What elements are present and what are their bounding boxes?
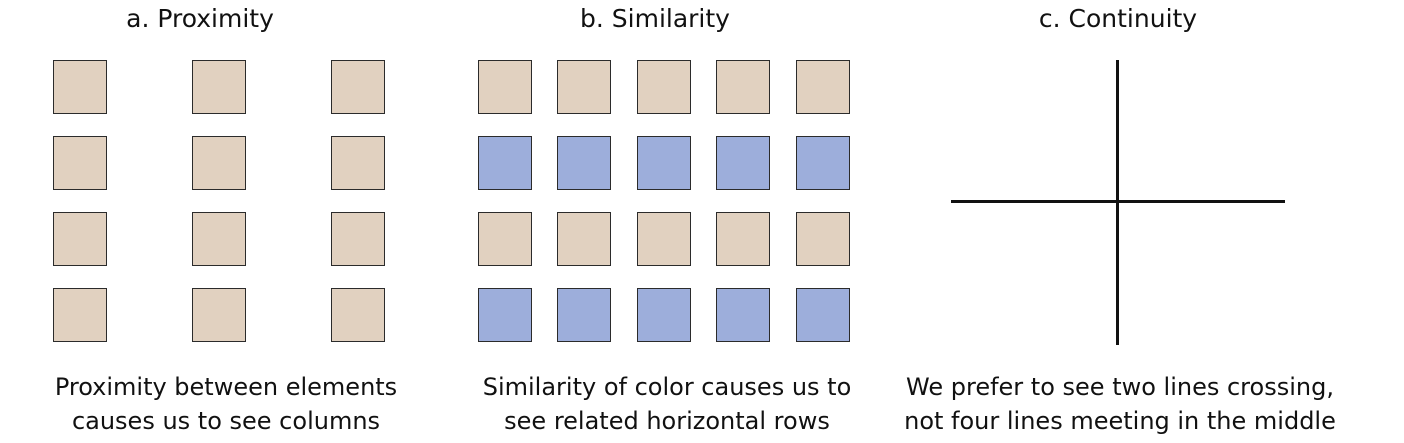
similarity-square-tan (637, 60, 691, 114)
panel-c-caption: We prefer to see two lines crossing, not… (880, 370, 1360, 438)
panel-a-caption-line-2: causes us to see columns (71, 407, 381, 435)
panel-b-caption-line-1: Similarity of color causes us to (482, 373, 852, 401)
similarity-square-tan (478, 212, 532, 266)
similarity-square-blue (796, 136, 850, 190)
panel-a-title: a. Proximity (126, 4, 274, 33)
proximity-square (53, 136, 107, 190)
proximity-square (331, 136, 385, 190)
proximity-square (331, 212, 385, 266)
proximity-square (192, 136, 246, 190)
similarity-square-blue (716, 288, 770, 342)
proximity-square (192, 60, 246, 114)
similarity-square-tan (716, 60, 770, 114)
similarity-square-tan (796, 212, 850, 266)
panel-b-caption-line-2: see related horizontal rows (504, 407, 830, 435)
panel-a-caption-line-1: Proximity between elements (54, 373, 398, 401)
proximity-square (192, 212, 246, 266)
similarity-square-tan (557, 60, 611, 114)
similarity-square-blue (557, 136, 611, 190)
similarity-square-tan (637, 212, 691, 266)
panel-b-caption: Similarity of color causes us to see rel… (452, 370, 882, 438)
proximity-square (331, 60, 385, 114)
panel-c-title: c. Continuity (1038, 4, 1198, 33)
similarity-square-tan (796, 60, 850, 114)
proximity-square (53, 288, 107, 342)
proximity-square (192, 288, 246, 342)
proximity-square (331, 288, 385, 342)
similarity-square-blue (478, 288, 532, 342)
panel-b-title: b. Similarity (580, 4, 730, 33)
similarity-square-blue (716, 136, 770, 190)
similarity-square-tan (478, 60, 532, 114)
similarity-square-blue (637, 136, 691, 190)
proximity-square (53, 60, 107, 114)
similarity-square-blue (557, 288, 611, 342)
horizontal-line (951, 200, 1285, 203)
similarity-square-tan (716, 212, 770, 266)
panel-c-caption-line-2: not four lines meeting in the middle (904, 407, 1336, 435)
proximity-square (53, 212, 107, 266)
similarity-square-blue (478, 136, 532, 190)
similarity-square-blue (796, 288, 850, 342)
panel-a-caption: Proximity between elements causes us to … (26, 370, 426, 438)
similarity-square-blue (637, 288, 691, 342)
panel-c-caption-line-1: We prefer to see two lines crossing, (906, 373, 1334, 401)
similarity-square-tan (557, 212, 611, 266)
